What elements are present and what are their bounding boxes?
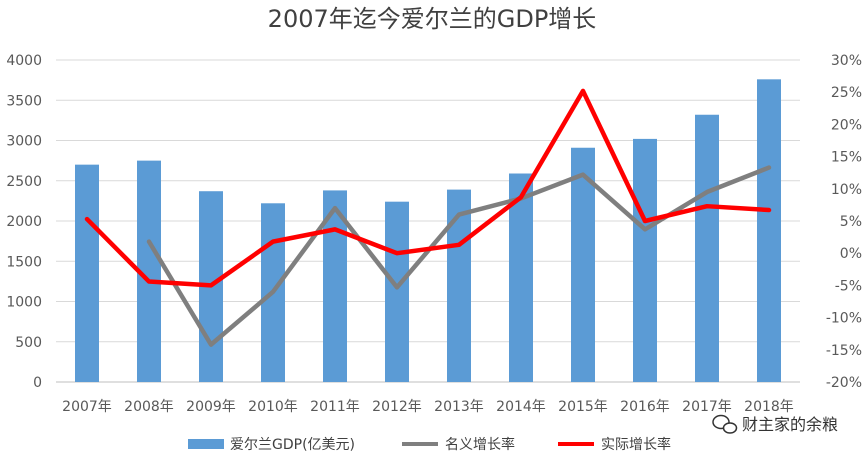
- bar: [757, 79, 781, 382]
- wechat-icon: [712, 414, 738, 434]
- right-tick-label: 0%: [840, 246, 862, 262]
- bar: [571, 147, 595, 382]
- category-label: 2016年: [620, 399, 670, 415]
- category-label: 2012年: [372, 399, 422, 415]
- left-tick-label: 1000: [6, 295, 42, 311]
- legend-swatch-gdp: [188, 439, 224, 449]
- lines: [84, 88, 772, 347]
- left-tick-label: 1500: [6, 254, 42, 270]
- left-tick-label: 3500: [6, 93, 42, 109]
- legend-label-real: 实际增长率: [601, 436, 671, 453]
- right-tick-label: 5%: [840, 214, 862, 230]
- right-tick-label: 25%: [831, 85, 862, 101]
- right-tick-label: -10%: [826, 311, 862, 327]
- category-label: 2008年: [124, 399, 174, 415]
- chart-title: 2007年迄今爱尔兰的GDP增长: [268, 5, 597, 33]
- legend: 爱尔兰GDP(亿美元) 名义增长率 实际增长率: [188, 436, 671, 453]
- legend-label-gdp: 爱尔兰GDP(亿美元): [230, 437, 355, 453]
- category-label: 2011年: [310, 399, 360, 415]
- left-tick-label: 500: [15, 335, 42, 351]
- bar: [385, 201, 409, 382]
- category-label: 2010年: [248, 399, 298, 415]
- right-tick-label: 20%: [831, 117, 862, 133]
- bars: [75, 79, 781, 383]
- left-tick-label: 4000: [6, 53, 42, 69]
- category-label: 2013年: [434, 399, 484, 415]
- category-label: 2018年: [744, 399, 794, 415]
- real-growth-line: [84, 88, 772, 288]
- category-label: 2009年: [186, 399, 236, 415]
- right-tick-label: -5%: [835, 278, 862, 294]
- bar: [633, 138, 657, 382]
- category-label: 2014年: [496, 399, 546, 415]
- right-tick-label: -15%: [826, 343, 862, 359]
- gridlines: [56, 59, 800, 383]
- bar: [447, 189, 471, 382]
- right-tick-label: 30%: [831, 53, 862, 69]
- right-axis-ticks: -20% -15% -10% -5% 0% 5% 10% 15% 20% 25% 30%: [826, 53, 862, 391]
- bar: [509, 173, 533, 382]
- legend-label-nominal: 名义增长率: [445, 436, 515, 453]
- left-tick-label: 2000: [6, 214, 42, 230]
- category-label: 2015年: [558, 399, 608, 415]
- left-axis-ticks: 0 500 1000 1500 2000 2500 3000 3500 4000: [6, 53, 42, 391]
- bar: [75, 164, 99, 382]
- left-tick-label: 0: [33, 375, 42, 391]
- right-tick-label: 10%: [831, 182, 862, 198]
- category-label: 2017年: [682, 399, 732, 415]
- category-labels: 2007年 2008年 2009年 2010年 2011年 2012年 2013年 2014年…: [62, 399, 794, 415]
- left-tick-label: 2500: [6, 174, 42, 190]
- category-label: 2007年: [62, 399, 112, 415]
- bar: [695, 114, 719, 383]
- left-tick-label: 3000: [6, 134, 42, 150]
- watermark-text: 财主家的余粮: [742, 415, 838, 434]
- right-tick-label: -20%: [826, 375, 862, 391]
- right-tick-label: 15%: [831, 150, 862, 166]
- watermark: 财主家的余粮: [712, 414, 838, 434]
